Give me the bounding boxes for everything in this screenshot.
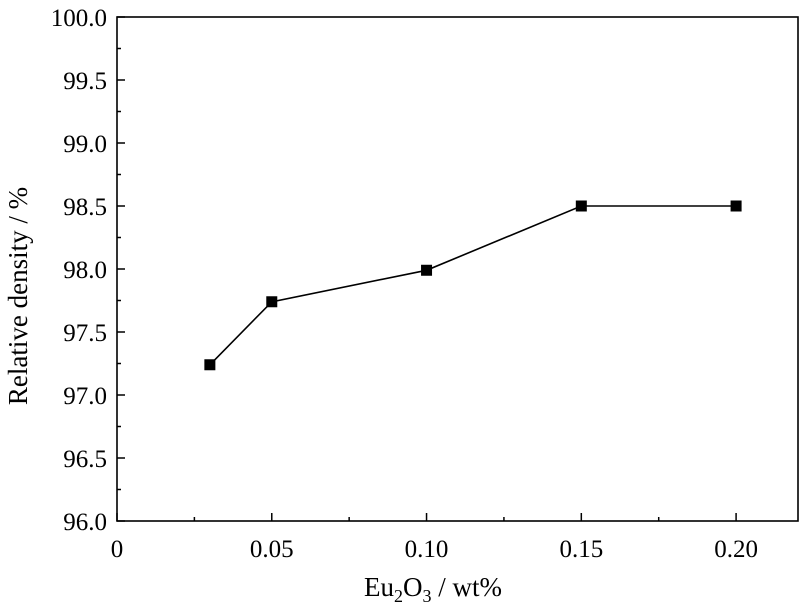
x-tick-label: 0.20	[714, 536, 758, 563]
series-line	[209, 205, 737, 366]
y-tick-label: 100.0	[51, 5, 107, 32]
data-point	[266, 296, 278, 308]
plot-frame	[116, 16, 799, 522]
x-tick-label: 0	[111, 536, 124, 563]
y-tick-label: 96.0	[63, 509, 107, 536]
series-layer	[204, 200, 742, 371]
data-point	[421, 264, 433, 276]
y-tick-label: 99.5	[63, 68, 107, 95]
y-axis-title: Relative density / %	[3, 187, 33, 405]
data-point	[204, 359, 216, 371]
y-tick-label: 96.5	[63, 446, 107, 473]
y-tick-label: 98.5	[63, 194, 107, 221]
x-tick-label: 0.10	[405, 536, 449, 563]
x-tick-label: 0.05	[250, 536, 294, 563]
y-tick-label: 97.0	[63, 383, 107, 410]
y-axis-ticks: 96.0 96.5 97.0 97.5 98.0 98.5 99.0 99.5 100.0	[51, 5, 125, 536]
y-tick-label: 98.0	[63, 257, 107, 284]
y-tick-label: 97.5	[63, 320, 107, 347]
x-tick-label: 0.15	[559, 536, 603, 563]
x-axis-ticks: 0 0.05 0.10 0.15 0.20	[111, 513, 758, 563]
data-point	[730, 200, 742, 212]
data-point	[575, 200, 587, 212]
x-axis-title: Eu2O3 / wt%	[364, 572, 502, 606]
y-tick-label: 99.0	[63, 131, 107, 158]
